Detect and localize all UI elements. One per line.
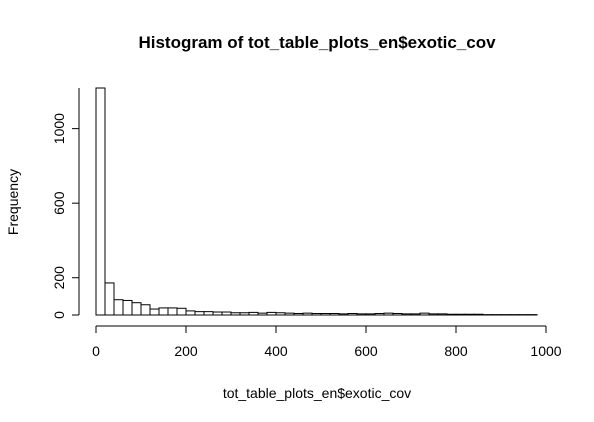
histogram-bar <box>275 312 286 316</box>
histogram-bar <box>104 282 115 316</box>
y-tick-label: 200 <box>51 266 67 290</box>
histogram-bar <box>473 313 484 316</box>
histogram-bar <box>347 313 358 316</box>
histogram-bar <box>158 307 169 316</box>
histogram-bar <box>293 313 304 316</box>
x-tick-label: 0 <box>92 343 100 359</box>
histogram-bar <box>176 307 187 316</box>
histogram-bar <box>410 313 421 316</box>
histogram-bar <box>329 313 340 316</box>
histogram-bar <box>167 307 178 316</box>
histogram-bar <box>140 304 151 316</box>
histogram-bar <box>239 312 250 316</box>
y-tick-label: 0 <box>51 311 67 319</box>
x-tick-label: 600 <box>354 343 378 359</box>
x-tick-label: 1000 <box>530 343 561 359</box>
histogram-bar <box>284 312 295 316</box>
chart-title: Histogram of tot_table_plots_en$exotic_c… <box>138 33 496 52</box>
y-tick-label: 1000 <box>51 113 67 144</box>
histogram-bar <box>383 312 394 316</box>
y-axis: 0 200 600 1000 <box>51 88 80 319</box>
x-axis: 0 200 400 600 800 1000 <box>92 325 562 359</box>
histogram-bar <box>257 312 268 316</box>
histogram-bar <box>95 87 106 316</box>
histogram-bar <box>131 302 142 316</box>
histogram-bar <box>455 313 466 316</box>
histogram-bar <box>212 311 223 316</box>
histogram-bar <box>464 313 475 316</box>
x-tick-label: 400 <box>264 343 288 359</box>
histogram-bar <box>311 313 322 316</box>
histogram-bar <box>194 311 205 316</box>
histogram-bar <box>113 299 124 316</box>
histogram-bar <box>122 299 133 316</box>
histogram-bar <box>248 311 259 316</box>
histogram-bar <box>230 312 241 316</box>
y-tick-label: 600 <box>51 191 67 215</box>
histogram-bar <box>428 313 439 316</box>
histogram-bar <box>320 313 331 316</box>
histogram-bar <box>203 311 214 316</box>
histogram-bar <box>374 313 385 316</box>
histogram-bar <box>446 313 457 316</box>
histogram-bar <box>149 308 160 316</box>
x-tick-label: 800 <box>444 343 468 359</box>
histogram-bar <box>338 313 349 316</box>
histogram-bar <box>365 313 376 316</box>
x-tick-label: 200 <box>174 343 198 359</box>
y-axis-label: Frequency <box>5 169 21 235</box>
histogram-bar <box>266 311 277 316</box>
histogram-bar <box>185 310 196 316</box>
histogram-bar <box>356 313 367 316</box>
histogram-bar <box>401 313 412 316</box>
histogram-bar <box>419 312 430 316</box>
histogram-bar <box>437 313 448 316</box>
histogram-bar <box>392 313 403 316</box>
histogram-bars <box>95 87 538 316</box>
histogram-bar <box>221 311 232 316</box>
x-axis-label: tot_table_plots_en$exotic_cov <box>223 385 411 401</box>
histogram-bar <box>302 312 313 316</box>
